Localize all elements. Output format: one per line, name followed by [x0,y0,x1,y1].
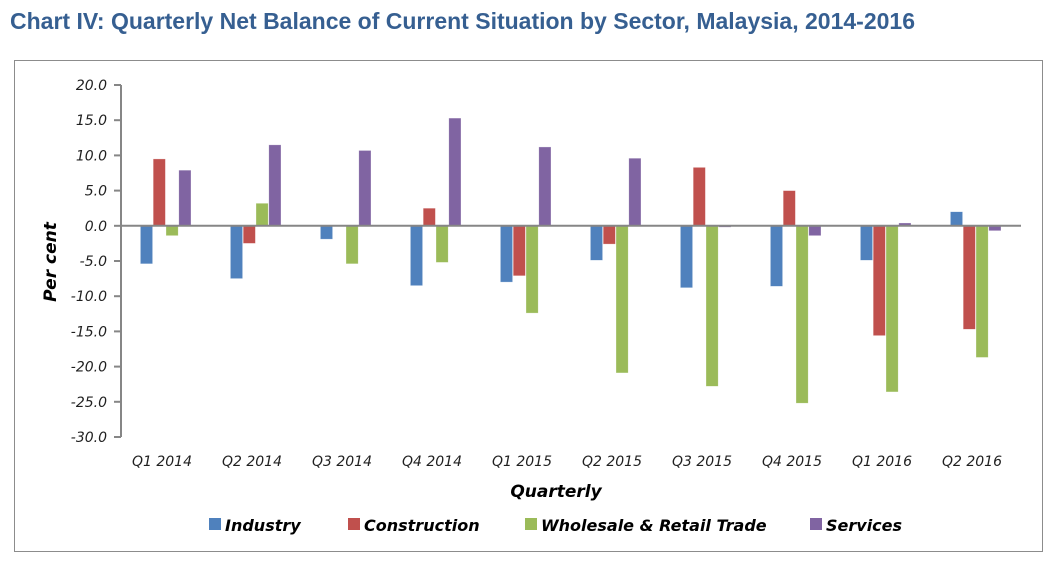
bar-construction-7 [782,190,796,227]
legend-item-wholesale-retail-trade: Wholesale & Retail Trade [525,516,767,535]
bar-construction-0 [152,158,166,227]
y-axis-ticks: 20.0 15.0 10.0 5.0 0.0 -5.0 -10.0 -15.0 -20.0 -25… [71,78,121,446]
bar-industry-7 [770,225,783,287]
x-tick-label: Q2 2016 [942,454,1002,470]
bar-services-7 [808,225,822,236]
bars [140,117,1002,404]
x-tick-label: Q1 2015 [492,454,552,470]
y-tick-label: -25.0 [71,395,107,411]
legend-swatch [348,518,360,530]
bar-wholesale-retail-trade-0 [165,225,179,236]
bar-industry-8 [860,225,873,261]
bar-wholesale-retail-trade-4 [525,225,539,314]
x-tick-label: Q3 2015 [672,454,732,470]
legend-label: Construction [364,516,480,535]
bar-construction-1 [242,225,256,244]
bar-wholesale-retail-trade-3 [435,225,449,263]
y-tick-label: 10.0 [76,148,107,164]
bar-services-2 [358,150,372,227]
bar-services-5 [628,157,642,227]
bar-industry-4 [500,225,513,283]
y-tick-label: -30.0 [71,430,107,446]
bar-services-0 [178,169,192,227]
bar-industry-3 [410,225,423,286]
x-tick-label: Q4 2014 [402,454,462,470]
bar-industry-2 [320,225,333,240]
chart-title: Chart IV: Quarterly Net Balance of Curre… [10,8,915,34]
x-axis-labels: Q1 2014 Q2 2014 Q3 2014 Q4 2014 Q1 2015 Q2 20… [132,454,1002,470]
bar-industry-5 [590,225,603,261]
bar-industry-6 [680,225,693,289]
x-tick-label: Q2 2014 [222,454,282,470]
x-tick-label: Q1 2014 [132,454,192,470]
y-tick-label: 0.0 [85,219,107,235]
x-tick-label: Q2 2015 [582,454,642,470]
bar-construction-5 [602,225,616,245]
y-axis-title: Per cent [41,221,61,302]
legend: Industry Construction Wholesale & Retail T… [209,516,902,535]
bar-services-3 [448,117,462,227]
bar-construction-9 [962,225,976,330]
bar-services-1 [268,144,282,227]
bar-services-4 [538,146,552,227]
bar-wholesale-retail-trade-5 [615,225,629,374]
legend-swatch [810,518,822,530]
legend-label: Industry [225,516,301,535]
y-tick-label: 5.0 [85,184,107,200]
y-tick-label: 20.0 [76,78,107,94]
y-tick-label: -20.0 [71,360,107,376]
bar-industry-0 [140,225,153,265]
bar-wholesale-retail-trade-2 [345,225,359,265]
bar-construction-8 [872,225,886,336]
x-tick-label: Q3 2014 [312,454,372,470]
legend-item-services: Services [810,516,902,535]
legend-label: Wholesale & Retail Trade [541,516,767,535]
bar-wholesale-retail-trade-8 [885,225,899,393]
legend-label: Services [826,516,902,535]
legend-swatch [525,518,537,530]
y-tick-label: -5.0 [80,254,107,270]
bar-construction-3 [422,207,436,227]
x-axis-title: Quarterly [510,482,602,502]
bar-industry-9 [950,211,963,227]
bar-construction-4 [512,225,526,277]
bar-industry-1 [230,225,243,279]
y-tick-label: -10.0 [71,289,107,305]
bar-wholesale-retail-trade-7 [795,225,809,404]
bar-wholesale-retail-trade-1 [255,202,269,227]
y-tick-label: -15.0 [71,324,107,340]
x-tick-label: Q1 2016 [852,454,912,470]
bar-wholesale-retail-trade-9 [975,225,989,358]
y-tick-label: 15.0 [76,113,107,129]
bar-wholesale-retail-trade-6 [705,225,719,387]
bar-construction-6 [692,167,706,227]
chart-frame [14,60,1043,552]
legend-item-construction: Construction [348,516,480,535]
legend-item-industry: Industry [209,516,301,535]
legend-swatch [209,518,221,530]
x-tick-label: Q4 2015 [762,454,822,470]
